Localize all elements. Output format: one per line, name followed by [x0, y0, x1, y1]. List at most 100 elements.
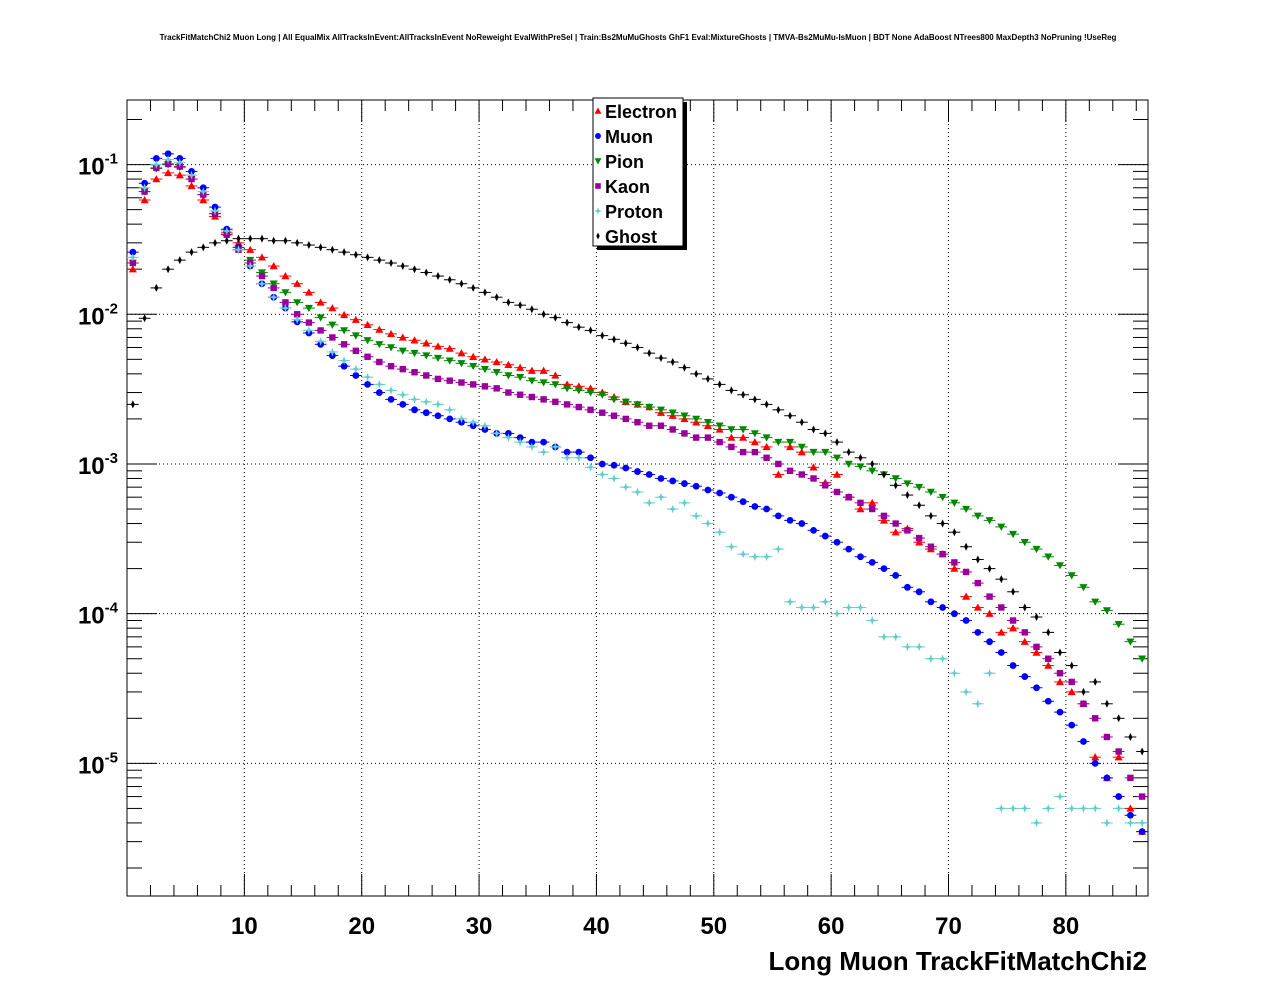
data-point — [584, 462, 597, 472]
data-point — [349, 332, 362, 340]
data-point — [526, 377, 538, 385]
data-point — [725, 386, 738, 395]
data-point — [878, 512, 890, 520]
data-point — [279, 299, 292, 306]
data-point — [502, 298, 515, 307]
data-point — [1124, 774, 1137, 782]
data-point — [983, 609, 996, 617]
data-point — [326, 334, 339, 341]
data-point — [854, 463, 867, 471]
data-point — [1089, 598, 1102, 606]
data-point — [138, 179, 151, 187]
data-point — [878, 516, 890, 524]
legend-label: Ghost — [605, 227, 657, 247]
data-point — [889, 475, 902, 483]
data-point — [831, 454, 843, 462]
x-tick-label: 60 — [818, 913, 845, 940]
series-electron — [127, 168, 1148, 835]
data-point — [584, 406, 597, 414]
data-point — [373, 389, 386, 396]
data-point — [866, 505, 879, 513]
data-point — [1042, 804, 1055, 813]
data-point — [901, 480, 914, 488]
legend-item-muon: Muon — [595, 127, 653, 147]
data-point — [901, 527, 914, 534]
data-point — [608, 335, 620, 344]
data-point — [807, 425, 820, 434]
data-point — [1065, 804, 1078, 813]
data-point — [1065, 721, 1078, 729]
data-point — [537, 447, 550, 457]
data-point — [725, 443, 738, 451]
data-point — [537, 310, 550, 319]
data-point — [455, 349, 468, 357]
data-point — [948, 528, 961, 537]
data-point — [819, 482, 832, 489]
data-point — [479, 288, 491, 297]
data-point — [819, 448, 832, 457]
data-point — [831, 470, 843, 478]
data-point — [443, 405, 456, 415]
data-point — [1054, 792, 1066, 801]
data-point — [408, 336, 421, 344]
x-tick-label: 70 — [935, 913, 962, 940]
data-point — [455, 379, 468, 386]
data-point — [819, 429, 832, 438]
data-point — [338, 310, 350, 319]
data-point — [971, 555, 984, 564]
data-point — [925, 598, 937, 606]
data-point — [127, 400, 139, 409]
data-point — [936, 519, 949, 528]
data-point — [795, 603, 808, 612]
data-point — [948, 499, 961, 507]
data-point — [267, 280, 280, 288]
data-point — [443, 415, 456, 423]
data-point — [561, 385, 573, 393]
data-point — [619, 482, 632, 492]
data-point — [1007, 587, 1019, 596]
data-point — [631, 343, 644, 352]
data-point — [725, 433, 738, 441]
data-point — [795, 448, 808, 456]
data-point — [502, 372, 515, 380]
data-point — [760, 454, 773, 461]
data-point — [502, 389, 515, 396]
data-point — [1089, 753, 1102, 761]
data-point — [361, 337, 374, 345]
data-point — [748, 438, 761, 446]
data-point — [514, 434, 527, 442]
data-point — [467, 417, 480, 427]
data-point — [1101, 818, 1113, 828]
data-point — [420, 339, 433, 347]
data-point — [432, 354, 444, 363]
data-point — [314, 327, 327, 334]
data-point — [385, 395, 397, 403]
data-point — [420, 372, 433, 379]
data-point — [960, 505, 972, 514]
data-point — [1077, 687, 1090, 696]
data-point — [666, 357, 679, 366]
data-point — [303, 241, 315, 250]
data-point — [1042, 628, 1055, 637]
data-point — [408, 349, 421, 358]
data-point — [314, 314, 327, 322]
data-point — [584, 326, 597, 335]
data-point — [244, 261, 257, 271]
data-point — [1007, 804, 1019, 813]
data-point — [854, 453, 867, 462]
data-point — [361, 320, 374, 329]
y-tick-base: 10 — [78, 453, 105, 480]
data-point — [913, 642, 926, 652]
data-point — [901, 583, 914, 591]
data-point — [420, 409, 433, 417]
data-point — [819, 532, 832, 540]
data-point — [338, 248, 350, 257]
data-point — [1077, 584, 1090, 592]
data-point — [561, 448, 573, 456]
data-point — [338, 341, 350, 348]
data-point — [326, 347, 339, 357]
data-point — [244, 234, 257, 243]
x-axis-title: Long Muon TrackFitMatchChi2 — [769, 946, 1147, 976]
data-point — [1077, 738, 1090, 745]
data-point — [1136, 747, 1148, 756]
